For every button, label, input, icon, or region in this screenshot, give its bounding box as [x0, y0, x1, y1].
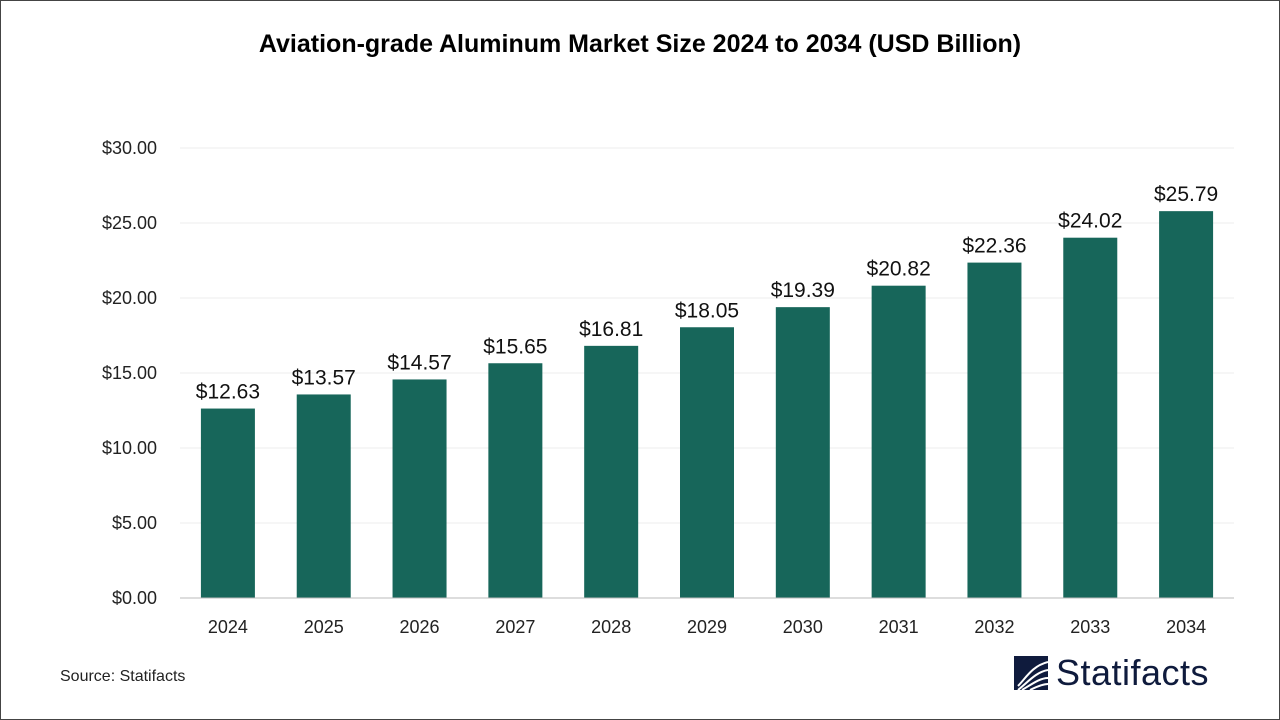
x-tick-label: 2024	[208, 617, 248, 637]
bar-2029	[680, 327, 734, 598]
data-label: $13.57	[292, 366, 356, 389]
x-tick-label: 2026	[400, 617, 440, 637]
bar-2027	[488, 363, 543, 598]
x-tick-label: 2032	[974, 617, 1014, 637]
data-label: $22.36	[962, 235, 1026, 258]
data-label: $15.65	[483, 335, 547, 358]
bar-2028	[584, 345, 639, 598]
data-label: $14.57	[387, 351, 451, 374]
x-tick-label: 2031	[879, 617, 919, 637]
bar-2031	[871, 285, 926, 598]
bar-2024	[200, 408, 255, 598]
bar-2030	[775, 307, 830, 598]
bar-2025	[296, 394, 351, 598]
y-tick-label: $25.00	[102, 213, 157, 233]
statifacts-logo-text: Statifacts	[1056, 652, 1210, 693]
bar-2033	[1063, 237, 1118, 598]
bar-2032	[967, 262, 1022, 598]
data-label: $19.39	[771, 279, 835, 302]
x-tick-label: 2027	[495, 617, 535, 637]
source-note: Source: Statifacts	[60, 668, 186, 685]
x-tick-label: 2029	[687, 617, 727, 637]
x-tick-label: 2028	[591, 617, 631, 637]
y-tick-label: $30.00	[102, 138, 157, 158]
y-tick-label: $0.00	[112, 588, 157, 608]
y-tick-label: $10.00	[102, 438, 157, 458]
bar-2034	[1159, 211, 1214, 598]
y-tick-label: $20.00	[102, 288, 157, 308]
x-tick-label: 2034	[1166, 617, 1206, 637]
data-label: $25.79	[1154, 183, 1218, 206]
y-tick-label: $5.00	[112, 513, 157, 533]
data-label: $12.63	[196, 381, 260, 404]
x-tick-label: 2033	[1070, 617, 1110, 637]
statifacts-logo-icon	[1014, 656, 1048, 690]
x-tick-label: 2025	[304, 617, 344, 637]
y-tick-label: $15.00	[102, 363, 157, 383]
chart-title: Aviation-grade Aluminum Market Size 2024…	[258, 30, 1022, 58]
x-tick-label: 2030	[783, 617, 823, 637]
data-label: $18.05	[675, 299, 739, 322]
data-label: $16.81	[579, 318, 643, 341]
data-label: $24.02	[1058, 210, 1122, 233]
data-label: $20.82	[867, 258, 931, 281]
bar-2026	[392, 379, 447, 598]
statifacts-logo: Statifacts	[1014, 652, 1209, 694]
